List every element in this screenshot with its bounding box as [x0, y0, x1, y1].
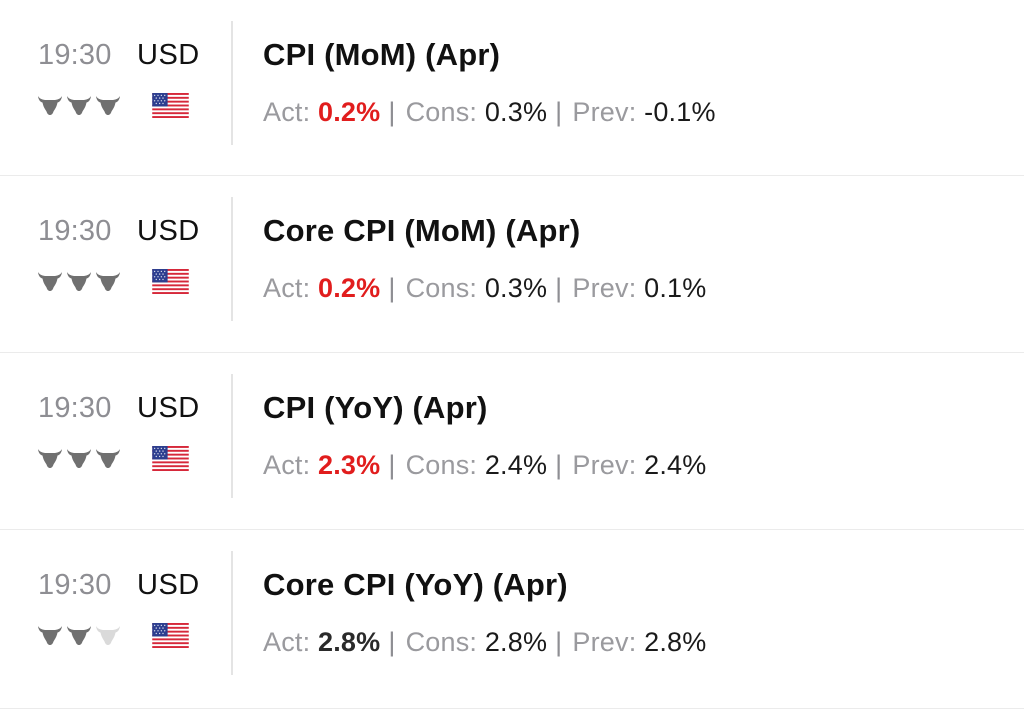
event-currency: USD	[137, 569, 200, 601]
actual-label: Act:	[263, 273, 311, 303]
importance-rating	[37, 622, 123, 648]
bull-icon	[95, 622, 121, 648]
previous-value: 0.1%	[644, 273, 707, 303]
bull-icon	[37, 92, 63, 118]
column-divider	[231, 197, 233, 321]
value-separator: |	[555, 450, 563, 480]
event-title: CPI (YoY) (Apr)	[263, 390, 488, 425]
bull-icon	[95, 445, 121, 471]
bull-icon	[37, 268, 63, 294]
importance-rating	[37, 268, 123, 294]
us-flag-icon	[152, 93, 189, 118]
event-currency: USD	[137, 39, 200, 71]
event-values: Act: 0.2% | Cons: 0.3% | Prev: -0.1%	[263, 95, 716, 129]
event-time: 19:30	[38, 39, 112, 71]
value-separator: |	[388, 273, 396, 303]
actual-label: Act:	[263, 97, 311, 127]
bull-icon	[95, 268, 121, 294]
bull-icon	[95, 92, 121, 118]
previous-value: 2.4%	[644, 450, 707, 480]
column-divider	[231, 21, 233, 145]
consensus-label: Cons:	[405, 97, 478, 127]
bull-icon	[66, 622, 92, 648]
column-divider	[231, 374, 233, 498]
previous-label: Prev:	[572, 450, 637, 480]
event-values: Act: 2.3% | Cons: 2.4% | Prev: 2.4%	[263, 448, 706, 482]
us-flag-icon	[152, 269, 189, 294]
value-separator: |	[555, 97, 563, 127]
bull-icon	[66, 445, 92, 471]
consensus-label: Cons:	[405, 273, 478, 303]
previous-label: Prev:	[572, 97, 637, 127]
event-values: Act: 0.2% | Cons: 0.3% | Prev: 0.1%	[263, 271, 706, 305]
consensus-value: 0.3%	[484, 273, 548, 303]
column-divider	[231, 551, 233, 675]
consensus-label: Cons:	[405, 450, 478, 480]
previous-value: 2.8%	[644, 627, 707, 657]
us-flag-icon	[152, 623, 189, 648]
event-currency: USD	[137, 392, 200, 424]
event-time: 19:30	[38, 215, 112, 247]
previous-label: Prev:	[572, 627, 637, 657]
actual-label: Act:	[263, 627, 311, 657]
event-row[interactable]: 19:30 USD CPI (YoY) (Apr) Act: 2.3% | Cons…	[0, 353, 1024, 530]
event-row[interactable]: 19:30 USD Core CPI (MoM) (Apr) Act: 0.2%…	[0, 176, 1024, 353]
previous-label: Prev:	[572, 273, 637, 303]
previous-value: -0.1%	[644, 97, 716, 127]
value-separator: |	[388, 97, 396, 127]
value-separator: |	[555, 627, 563, 657]
bull-icon	[66, 92, 92, 118]
us-flag-icon	[152, 446, 189, 471]
actual-label: Act:	[263, 450, 311, 480]
event-row[interactable]: 19:30 USD Core CPI (YoY) (Apr) Act: 2.8%…	[0, 530, 1024, 709]
bull-icon	[37, 445, 63, 471]
event-title: Core CPI (YoY) (Apr)	[263, 567, 568, 602]
event-values: Act: 2.8% | Cons: 2.8% | Prev: 2.8%	[263, 625, 706, 659]
actual-value: 2.8%	[318, 627, 381, 657]
event-title: CPI (MoM) (Apr)	[263, 37, 501, 72]
consensus-value: 0.3%	[484, 97, 548, 127]
actual-value: 0.2%	[318, 273, 381, 303]
event-time: 19:30	[38, 392, 112, 424]
consensus-value: 2.4%	[484, 450, 548, 480]
event-time: 19:30	[38, 569, 112, 601]
event-row[interactable]: 19:30 USD CPI (MoM) (Apr) Act: 0.2% | Cons…	[0, 0, 1024, 176]
value-separator: |	[388, 627, 396, 657]
value-separator: |	[555, 273, 563, 303]
bull-icon	[37, 622, 63, 648]
actual-value: 2.3%	[318, 450, 381, 480]
value-separator: |	[388, 450, 396, 480]
consensus-label: Cons:	[405, 627, 478, 657]
consensus-value: 2.8%	[484, 627, 548, 657]
event-currency: USD	[137, 215, 200, 247]
bull-icon	[66, 268, 92, 294]
importance-rating	[37, 445, 123, 471]
actual-value: 0.2%	[318, 97, 381, 127]
importance-rating	[37, 92, 123, 118]
event-title: Core CPI (MoM) (Apr)	[263, 213, 581, 248]
